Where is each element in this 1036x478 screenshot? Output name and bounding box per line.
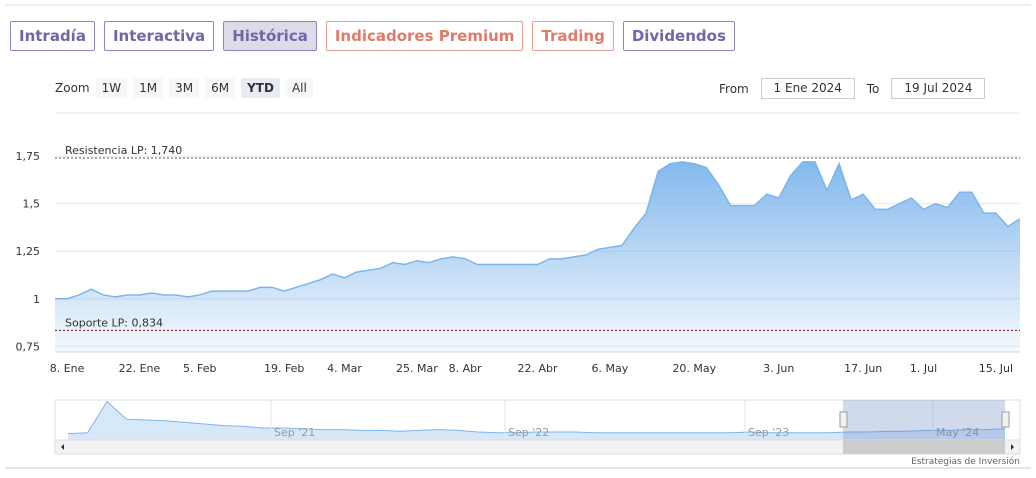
navigator-selection (843, 400, 1005, 440)
tab[interactable]: Dividendos (622, 21, 735, 51)
scrollbar-thumb[interactable] (843, 440, 1005, 454)
to-label: To (866, 81, 880, 96)
x-tick-label: 6. May (592, 362, 629, 375)
to-input[interactable]: 19 Jul 2024 (891, 78, 986, 99)
x-tick-label: 22. Ene (119, 362, 161, 375)
x-tick-label: 20. May (672, 362, 716, 375)
tab[interactable]: Trading (532, 21, 614, 51)
plot-line-label: Resistencia LP: 1,740 (65, 144, 182, 157)
zoom-label: Zoom (55, 81, 90, 95)
x-tick-label: 15. Jul (979, 362, 1013, 375)
tab[interactable]: Indicadores Premium (325, 21, 524, 51)
x-tick-label: 22. Abr (517, 362, 557, 375)
y-tick-label: 0,75 (16, 340, 41, 353)
y-tick-label: 1,25 (16, 245, 41, 258)
date-range: From 1 Ene 2024 To 19 Jul 2024 (719, 78, 997, 99)
line (55, 161, 1021, 300)
x-tick-label: 4. Mar (327, 362, 362, 375)
zoom-bar: Zoom 1W 1M 3M 6M YTD All (55, 78, 313, 98)
zoom-button[interactable]: 1M (133, 78, 164, 98)
zoom-button[interactable]: All (285, 78, 313, 98)
scrollbar-track (54, 439, 1021, 455)
zoom-button[interactable]: 6M (205, 78, 236, 98)
tab[interactable]: Intradía (10, 21, 95, 51)
navigator-frame (54, 399, 1021, 441)
plot-line-label: Soporte LP: 0,834 (65, 316, 163, 329)
zoom-button[interactable]: 3M (169, 78, 200, 98)
x-tick-label: 17. Jun (844, 362, 882, 375)
x-tick-label: 25. Mar (396, 362, 438, 375)
zoom-button[interactable]: YTD (241, 78, 280, 98)
scroll-left[interactable] (61, 444, 64, 450)
from-input[interactable]: 1 Ene 2024 (760, 78, 855, 99)
area (55, 161, 1020, 352)
navigator-label: Sep '23 (748, 426, 789, 439)
x-tick-label: 1. Jul (910, 362, 937, 375)
navigator-handle[interactable] (839, 411, 848, 428)
y-tick-label: 1,5 (23, 198, 41, 211)
x-tick-label: 8. Ene (50, 362, 85, 375)
x-tick-label: 5. Feb (183, 362, 216, 375)
x-tick-label: 19. Feb (264, 362, 304, 375)
navigator-label: May '24 (936, 426, 979, 439)
tab-bar: Intradía Interactiva Histórica Indicadores … (10, 21, 735, 51)
navigator-line (67, 400, 1006, 435)
x-tick-label: 3. Jun (763, 362, 794, 375)
navigator-label: Sep '22 (508, 426, 549, 439)
navigator-handle[interactable] (1001, 411, 1010, 428)
tab[interactable]: Histórica (223, 21, 317, 51)
y-tick-label: 1 (33, 293, 40, 306)
navigator-label: Sep '21 (274, 426, 315, 439)
tab[interactable]: Interactiva (103, 21, 215, 51)
y-tick-label: 1,75 (16, 150, 41, 163)
x-tick-label: 8. Abr (449, 362, 482, 375)
zoom-button[interactable]: 1W (95, 78, 128, 98)
from-label: From (719, 81, 749, 96)
scroll-right[interactable] (1011, 444, 1014, 450)
navigator-area (68, 401, 1005, 440)
credit: Estrategias de Inversión (911, 456, 1020, 467)
